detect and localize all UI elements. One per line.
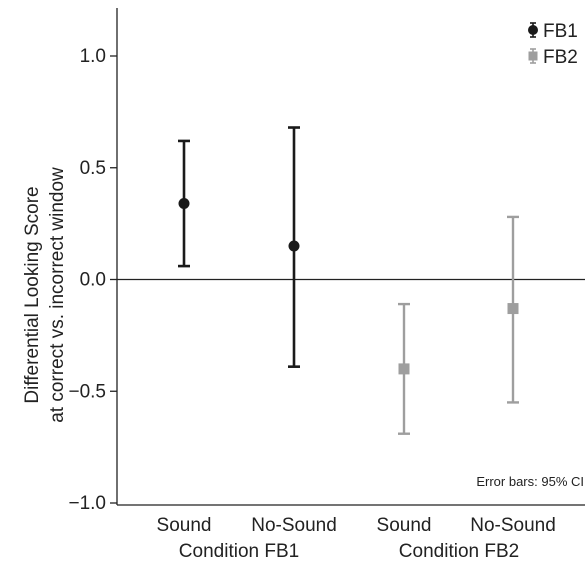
- data-marks: [178, 126, 519, 435]
- data-point-fb1: [178, 198, 190, 210]
- y-tick-label: −1.0: [68, 493, 106, 514]
- legend-label: FB2: [543, 47, 578, 68]
- y-tick-label: 0.5: [80, 158, 106, 179]
- x-tick-label: No-Sound: [251, 515, 337, 536]
- x-tick-label: No-Sound: [470, 515, 556, 536]
- x-tick-label: Sound: [377, 515, 432, 536]
- error-bar-note: Error bars: 95% CI: [476, 474, 584, 489]
- y-axis-title-line2: at correct vs. incorrect window: [47, 167, 68, 423]
- group-label: Condition FB2: [399, 541, 519, 562]
- data-point-fb2: [398, 363, 410, 375]
- axes: [116, 8, 585, 506]
- data-point-fb2: [507, 303, 519, 315]
- x-tick-labels: Sound No-Sound Sound No-Sound Condition FB1 C…: [157, 515, 556, 562]
- x-tick-label: Sound: [157, 515, 212, 536]
- y-ticks: 1.0 0.5 0.0 −0.5 −1.0: [68, 46, 117, 514]
- data-point-fb1: [288, 240, 300, 252]
- y-tick-label: 0.0: [80, 270, 106, 291]
- legend-marker-square: [528, 51, 538, 61]
- y-axis-title-line1: Differential Looking Score: [22, 186, 43, 403]
- group-label: Condition FB1: [179, 541, 299, 562]
- y-tick-label: −0.5: [68, 381, 106, 402]
- legend-marker-circle: [528, 25, 538, 35]
- y-tick-label: 1.0: [80, 46, 106, 67]
- legend-label: FB1: [543, 21, 578, 42]
